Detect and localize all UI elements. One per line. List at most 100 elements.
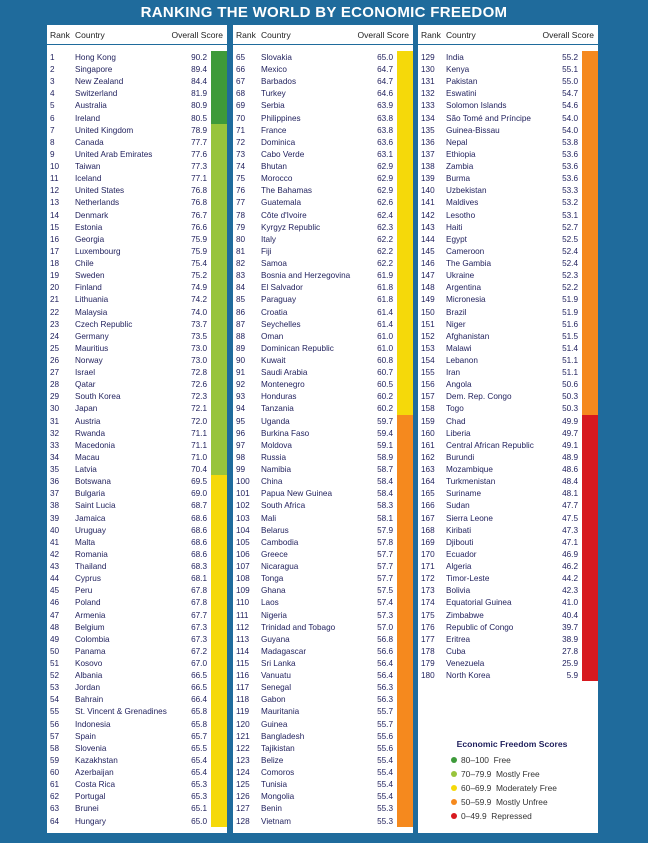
overall-score: 57.7 (377, 549, 393, 559)
country-name: Lebanon (446, 356, 478, 365)
overall-score: 65.3 (191, 780, 207, 790)
rank-number: 143 (421, 222, 435, 232)
table-row: 146 The Gambia 52.4 (418, 258, 598, 270)
legend: Economic Freedom Scores 80–100 Free 70–7… (439, 731, 585, 832)
country-name: Argentina (446, 283, 482, 293)
overall-score: 53.6 (562, 162, 578, 172)
rank-number: 8 (50, 137, 55, 147)
overall-score: 74.2 (191, 295, 207, 305)
country-name: Iceland (75, 174, 102, 184)
country-name: Uganda (261, 416, 290, 426)
country-name: Venezuela (446, 659, 485, 668)
overall-score: 68.7 (191, 501, 207, 511)
moderately-free-dot-icon (451, 784, 457, 791)
country-name: Zimbabwe (446, 610, 484, 620)
table-row: 15 Estonia 76.6 (47, 222, 227, 234)
country-name: Micronesia (446, 295, 486, 305)
country-name: Seychelles (261, 319, 301, 329)
rank-number: 97 (236, 440, 246, 450)
rank-number: 66 (236, 65, 246, 75)
overall-score: 56.3 (377, 683, 393, 693)
overall-score: 57.0 (377, 622, 393, 632)
country-name: Kenya (446, 65, 470, 75)
table-row: 155 Iran 51.1 (418, 367, 598, 379)
rank-number: 152 (421, 331, 435, 341)
rank-number: 135 (421, 125, 435, 135)
table-row: 169 Djibouti 47.1 (418, 537, 598, 549)
overall-score: 72.1 (191, 404, 207, 414)
country-name: Guinea (261, 719, 288, 729)
rank-number: 164 (421, 477, 435, 487)
table-row: 82 Samoa 62.2 (233, 258, 413, 270)
table-row: 153 Malawi 51.4 (418, 343, 598, 355)
rank-number: 165 (421, 489, 435, 499)
country-name: Turkmenistan (446, 477, 496, 487)
country-name: Saint Lucia (75, 501, 116, 511)
overall-score: 63.9 (377, 101, 393, 111)
table-row: 113 Guyana 56.8 (233, 634, 413, 646)
table-row: 19 Sweden 75.2 (47, 270, 227, 282)
table-row: 87 Seychelles 61.4 (233, 319, 413, 331)
header-country: Country (446, 30, 476, 40)
rank-number: 118 (236, 695, 250, 705)
table-row: 80 Italy 62.2 (233, 234, 413, 246)
country-name: Côte d'Ivoire (261, 210, 307, 220)
table-row: 90 Kuwait 60.8 (233, 355, 413, 367)
overall-score: 46.9 (562, 549, 578, 559)
overall-score: 54.0 (562, 125, 578, 135)
country-name: Macedonia (75, 440, 116, 450)
country-name: Fiji (261, 246, 272, 256)
rank-number: 79 (236, 222, 246, 232)
country-name: Kiribati (446, 525, 472, 535)
table-row: 167 Sierra Leone 47.5 (418, 513, 598, 525)
overall-score: 53.2 (562, 198, 578, 208)
rank-number: 170 (421, 549, 435, 559)
legend-label: Mostly Unfree (495, 797, 548, 807)
country-name: Malta (75, 537, 96, 547)
rank-number: 50 (50, 646, 60, 656)
table-row: 180 North Korea 5.9 (418, 670, 598, 682)
table-row: 28 Qatar 72.6 (47, 379, 227, 391)
country-name: Angola (446, 380, 472, 390)
rank-number: 92 (236, 380, 246, 390)
overall-score: 67.2 (191, 646, 207, 656)
overall-score: 48.9 (562, 452, 578, 462)
table-row: 101 Papua New Guinea 58.4 (233, 488, 413, 500)
overall-score: 57.7 (377, 574, 393, 584)
table-row: 13 Netherlands 76.8 (47, 197, 227, 209)
table-row: 136 Nepal 53.8 (418, 137, 598, 149)
table-row: 11 Iceland 77.1 (47, 173, 227, 185)
country-name: Latvia (75, 465, 97, 475)
table-row: 158 Togo 50.3 (418, 403, 598, 415)
country-name: Ghana (261, 586, 286, 596)
rank-number: 42 (50, 549, 60, 559)
overall-score: 68.6 (191, 549, 207, 559)
overall-score: 70.4 (191, 465, 207, 475)
overall-score: 53.6 (562, 149, 578, 159)
country-name: Bolivia (446, 586, 471, 596)
rank-number: 114 (236, 646, 250, 656)
table-row: 75 Morocco 62.9 (233, 173, 413, 185)
country-name: Germany (75, 331, 109, 341)
overall-score: 68.6 (191, 537, 207, 547)
overall-score: 67.8 (191, 586, 207, 596)
country-name: Vanuatu (261, 671, 291, 681)
overall-score: 61.4 (377, 307, 393, 317)
country-name: São Tomé and Príncipe (446, 113, 531, 123)
rank-number: 82 (236, 259, 246, 269)
table-row: 91 Saudi Arabia 60.7 (233, 367, 413, 379)
overall-score: 61.8 (377, 283, 393, 293)
table-row: 33 Macedonia 71.1 (47, 440, 227, 452)
rank-number: 166 (421, 501, 435, 511)
rank-number: 124 (236, 768, 250, 778)
rank-number: 120 (236, 719, 250, 729)
overall-score: 60.8 (377, 356, 393, 365)
rank-number: 145 (421, 246, 435, 256)
country-name: South Korea (75, 392, 121, 402)
overall-score: 64.6 (377, 89, 393, 99)
rank-number: 159 (421, 416, 435, 426)
table-row: 121 Bangladesh 55.6 (233, 731, 413, 743)
overall-score: 53.8 (562, 137, 578, 147)
country-name: Egypt (446, 234, 467, 244)
overall-score: 48.1 (562, 489, 578, 499)
